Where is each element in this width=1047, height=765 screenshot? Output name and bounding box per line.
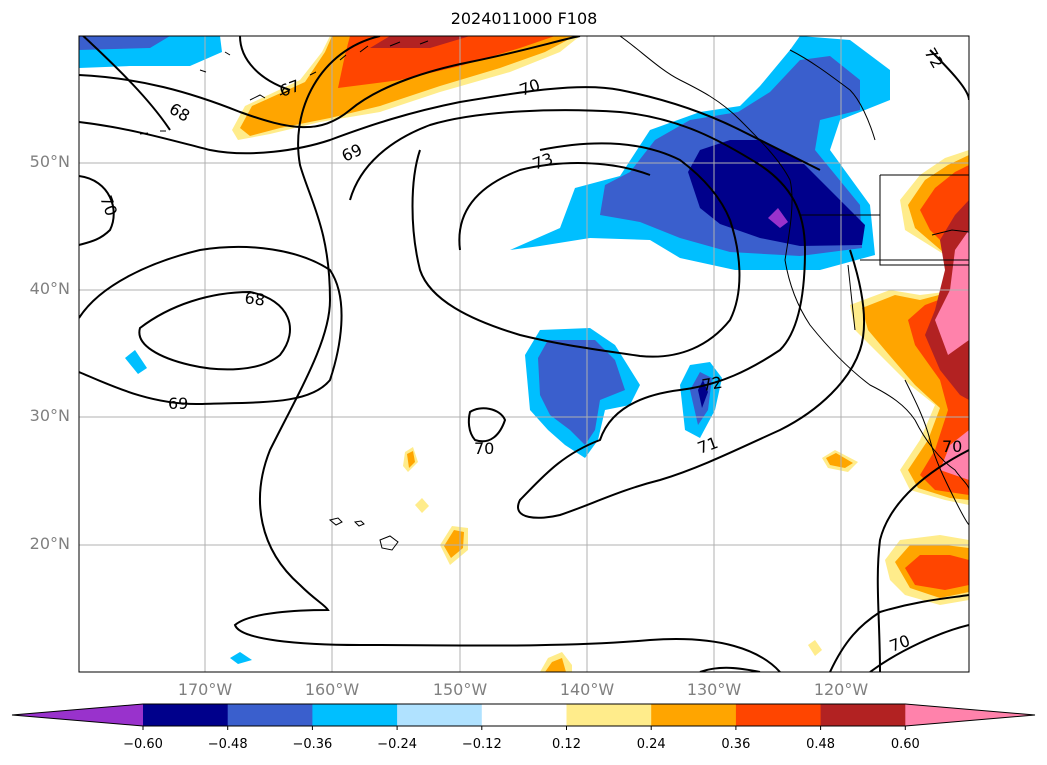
colorbar-tick-label: −0.24 [377,737,418,752]
contour-label: 70 [887,631,913,656]
colorbar-tick-label: 0.24 [636,737,666,752]
contour-label: 70 [942,437,962,456]
lon-label-130w: 130°W [686,680,742,699]
lon-label-140w: 140°W [559,680,615,699]
lat-label-40n: 40°N [29,279,70,298]
colorbar-tick-label: −0.12 [461,737,502,752]
colorbar-swatch [143,704,229,726]
contour-label: 73 [530,149,556,174]
colorbar [11,703,1036,730]
colorbar-tick-label: −0.60 [123,737,163,752]
colorbar-swatch [820,704,906,726]
coastlines [139,36,969,551]
contour-label: 69 [339,140,365,166]
contour-label: 72 [921,45,948,72]
colorbar-swatch [312,704,398,726]
graticule [79,36,969,672]
lat-label-50n: 50°N [29,152,70,171]
colorbar-swatch [227,704,313,726]
contour-label: 70 [474,439,494,458]
lat-label-30n: 30°N [29,406,70,425]
contour-label: 68 [243,288,266,310]
contour-label: 72 [700,373,723,395]
lon-label-170w: 170°W [177,680,233,699]
colorbar-tick-label: −0.48 [207,737,248,752]
contour-label: 70 [517,75,543,100]
colorbar-tick-label: 0.48 [806,737,836,752]
map-title: 2024011000 F108 [450,9,598,28]
height-contours [79,36,969,672]
lat-label-20n: 20°N [29,534,70,553]
colorbar-extend-high [905,704,1035,726]
contour-label: 70 [96,193,121,219]
lon-label-150w: 150°W [432,680,488,699]
colorbar-swatch [481,704,567,726]
colorbar-tick-label: 0.60 [890,737,920,752]
colorbar-tick-label: 0.12 [552,737,581,752]
colorbar-swatch [735,704,822,726]
contour-label: 69 [168,394,188,413]
contour-label: 68 [166,99,193,126]
lon-label-160w: 160°W [304,680,360,699]
colorbar-swatch [566,704,652,726]
colorbar-extend-low [12,704,143,726]
map-frame [78,35,970,673]
colorbar-tick-label: 0.36 [721,737,751,752]
colorbar-swatch [397,704,483,726]
lon-label-120w: 120°W [813,680,869,699]
colorbar-swatch [651,704,737,726]
colorbar-tick-label: −0.36 [292,737,333,752]
